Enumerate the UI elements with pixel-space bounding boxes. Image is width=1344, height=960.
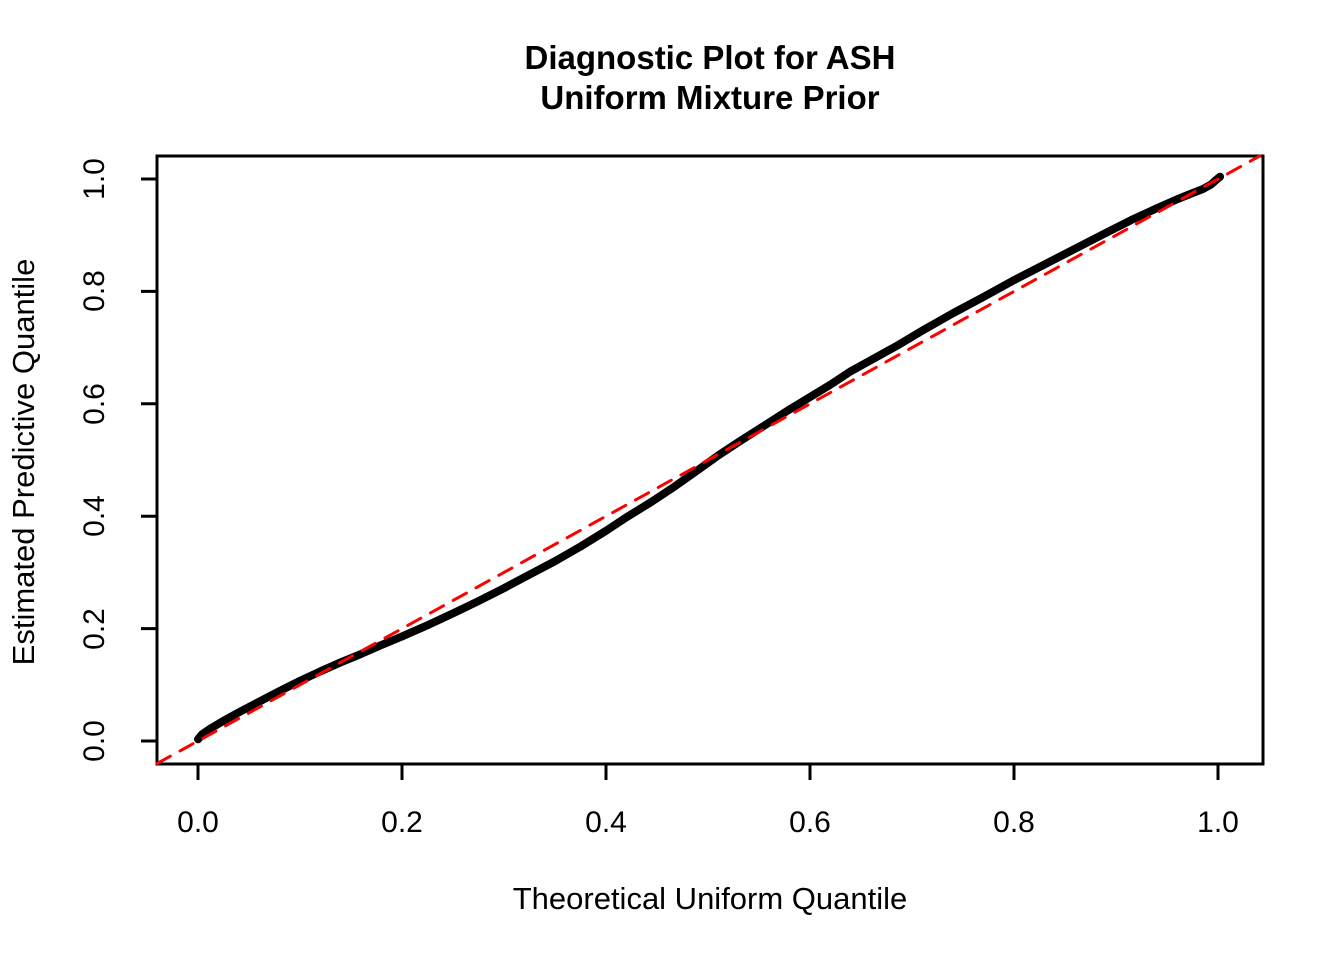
y-axis-title: Estimated Predictive Quantile (6, 258, 41, 666)
y-tick-label: 0.6 (78, 382, 111, 425)
series-group (155, 154, 1262, 765)
plot-box (155, 154, 1265, 766)
x-axis-title: Theoretical Uniform Quantile (512, 881, 908, 916)
x-tick-label: 0.2 (381, 806, 423, 839)
y-axis-ticks (141, 177, 157, 743)
reference-line (155, 154, 1262, 765)
x-tick-label: 0.8 (993, 806, 1035, 839)
y-tick-label: 0.2 (78, 607, 111, 650)
y-tick-label: 0.0 (78, 720, 111, 762)
x-tick-label: 0.6 (789, 806, 831, 839)
y-tick-label: 0.4 (78, 495, 111, 538)
y-tick-label: 0.8 (78, 270, 111, 313)
x-tick-label: 0.0 (177, 806, 219, 839)
qq-curve (194, 172, 1225, 744)
x-axis-ticks (196, 764, 1220, 780)
y-tick-label: 1.0 (78, 158, 111, 200)
x-tick-label: 1.0 (1197, 806, 1239, 839)
plot-title: Diagnostic Plot for ASH Uniform Mixture … (524, 39, 896, 116)
x-tick-label: 0.4 (585, 806, 627, 839)
